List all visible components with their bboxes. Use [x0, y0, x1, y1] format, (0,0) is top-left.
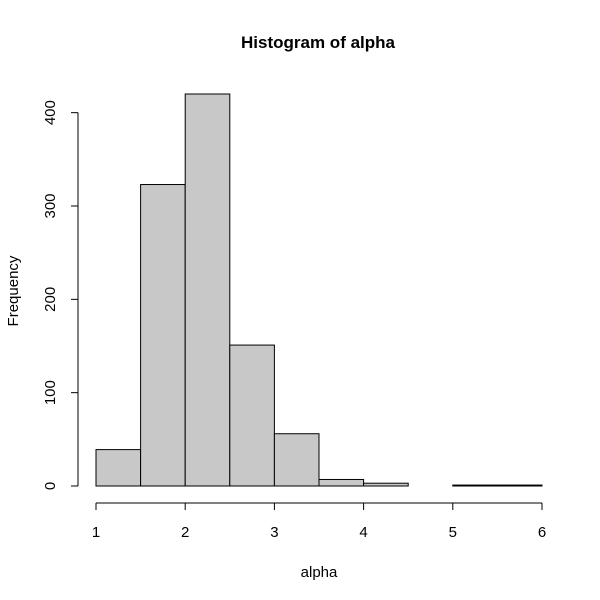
x-tick-label-0: 1	[92, 524, 100, 541]
y-tick-label-1: 100	[42, 380, 59, 405]
x-tick-label-3: 4	[359, 524, 367, 541]
x-axis: 1 2 3 4 5 6	[92, 502, 546, 541]
histogram-bar-4	[273, 433, 320, 487]
y-tick-label-4: 400	[42, 100, 59, 125]
bars-group	[95, 93, 543, 487]
histogram-bar-0	[95, 449, 142, 487]
histogram-bar-8	[452, 484, 498, 487]
y-axis-label: Frequency	[5, 255, 22, 326]
x-tick-label-1: 2	[181, 524, 189, 541]
x-tick-label-5: 6	[538, 524, 546, 541]
histogram-bar-3	[229, 344, 275, 487]
histogram-bar-5	[318, 478, 365, 487]
histogram-bar-6	[363, 482, 409, 487]
histogram-bar-1	[140, 184, 186, 487]
histogram-bar-9	[496, 484, 543, 487]
histogram-bar-2	[184, 93, 231, 487]
x-axis-label: alpha	[301, 564, 338, 581]
y-tick-label-0: 0	[42, 482, 59, 490]
chart-title: Histogram of alpha	[241, 33, 396, 52]
x-tick-label-4: 5	[449, 524, 457, 541]
y-tick-label-3: 300	[42, 193, 59, 218]
y-tick-label-2: 200	[42, 287, 59, 312]
x-tick-label-2: 3	[270, 524, 278, 541]
y-axis: 0 100 200 300 400	[42, 100, 79, 490]
